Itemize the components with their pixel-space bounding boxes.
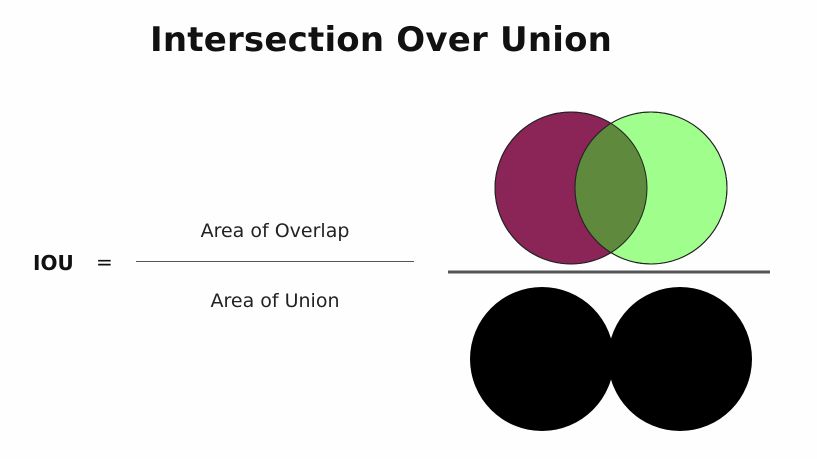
circle-a-outline: [494, 111, 648, 265]
union-circle-a: [470, 287, 614, 431]
numerator-text: Area of Overlap: [200, 220, 350, 242]
circle-b-outline: [574, 111, 728, 265]
equals-sign: =: [96, 250, 113, 274]
denominator-text: Area of Union: [210, 290, 340, 312]
venn-diagram: [448, 111, 770, 431]
union-circle-b: [608, 287, 752, 431]
fraction-line: [136, 261, 414, 262]
overlap-region: [575, 112, 647, 264]
slide-title: Intersection Over Union: [150, 20, 613, 60]
iou-label: IOU: [33, 251, 74, 275]
